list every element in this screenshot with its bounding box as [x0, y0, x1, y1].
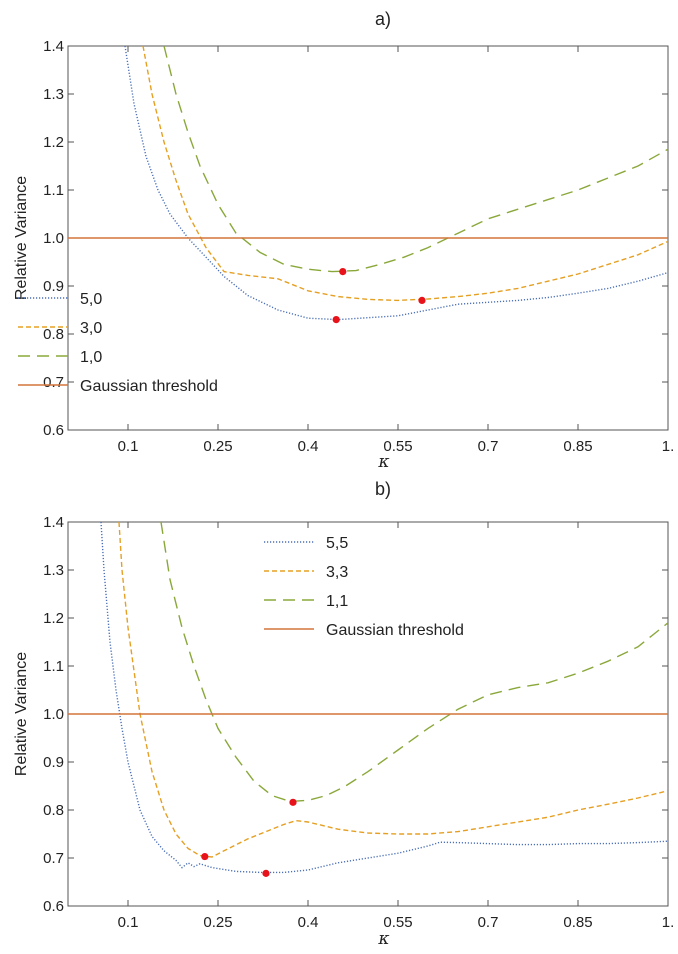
minimum-marker: [339, 268, 347, 276]
plot-area: [68, 46, 668, 321]
y-tick-label: 0.9: [43, 754, 64, 771]
y-tick-label: 1.2: [43, 610, 64, 627]
legend: 5,5 3,3 1,1 Gaussian threshold: [264, 535, 464, 639]
x-tick-label: 0.7: [478, 914, 499, 931]
y-tick-label: 0.8: [43, 802, 64, 819]
plot-area: [68, 522, 668, 874]
legend-label: Gaussian threshold: [326, 622, 464, 639]
y-tick-label: 1.2: [43, 134, 64, 151]
x-tick-label: 0.1: [118, 914, 139, 931]
y-tick-label: 0.6: [43, 898, 64, 915]
minimum-marker: [289, 798, 297, 806]
x-tick-label: 1.: [662, 438, 675, 455]
x-tick-label: 1.: [662, 914, 675, 931]
x-axis-label: κ: [377, 452, 389, 472]
chart-panel-0: a) 0.1 0.25 0.4 0.55 0.7 0.85 1. 0.6 0.7 0.8 0.9 1.0…: [13, 9, 674, 472]
y-tick-label: 1.3: [43, 86, 64, 103]
legend-label: 5,0: [80, 291, 102, 308]
y-tick-label: 0.7: [43, 850, 64, 867]
x-tick-label: 0.25: [203, 914, 232, 931]
x-axis-label: κ: [377, 929, 389, 949]
y-tick-label: 0.6: [43, 422, 64, 439]
y-axis-label: Relative Variance: [13, 176, 30, 300]
x-tick-label: 0.55: [383, 438, 412, 455]
x-tick-label: 0.4: [298, 438, 319, 455]
x-tick-label: 0.7: [478, 438, 499, 455]
x-tick-label: 0.55: [383, 914, 412, 931]
y-tick-label: 1.4: [43, 38, 64, 55]
series-line-5-0: [124, 46, 668, 321]
panel-title: a): [375, 9, 391, 29]
legend-label: 3,3: [326, 564, 348, 581]
y-tick-label: 1.3: [43, 562, 64, 579]
x-tick-label: 0.85: [563, 438, 592, 455]
y-tick-label: 1.1: [43, 182, 64, 199]
chart-panel-1: b) 0.1 0.25 0.4 0.55 0.7 0.85 1. 0.6 0.7 0.8 0.9 1.0…: [13, 479, 674, 949]
series-line-3-0: [142, 46, 668, 302]
y-tick-label: 1.1: [43, 658, 64, 675]
x-tick-label: 0.1: [118, 438, 139, 455]
y-tick-label: 0.9: [43, 278, 64, 295]
legend-label: Gaussian threshold: [80, 378, 218, 395]
minimum-marker: [332, 316, 340, 324]
series-line-1-0: [163, 46, 668, 273]
minimum-marker: [201, 852, 209, 861]
x-tick-label: 0.85: [563, 914, 592, 931]
legend: 5,0 3,0 1,0 Gaussian threshold: [18, 291, 218, 395]
minimum-marker: [262, 869, 270, 877]
legend-label: 5,5: [326, 535, 348, 552]
x-tick-label: 0.25: [203, 438, 232, 455]
x-tick-label: 0.4: [298, 914, 319, 931]
y-tick-label: 0.7: [43, 374, 64, 391]
y-tick-label: 1.4: [43, 514, 64, 531]
legend-label: 3,0: [80, 320, 102, 337]
panel-title: b): [375, 479, 391, 499]
legend-label: 1,1: [326, 593, 348, 610]
y-tick-label: 1.0: [43, 230, 64, 247]
y-axis-label: Relative Variance: [13, 652, 30, 776]
y-tick-label: 0.8: [43, 326, 64, 343]
y-tick-label: 1.0: [43, 706, 64, 723]
series-line-1-1: [160, 522, 668, 803]
series-line-5-5: [100, 522, 668, 874]
series-line-3-3: [118, 522, 668, 858]
legend-label: 1,0: [80, 349, 102, 366]
minimum-marker: [418, 296, 426, 304]
